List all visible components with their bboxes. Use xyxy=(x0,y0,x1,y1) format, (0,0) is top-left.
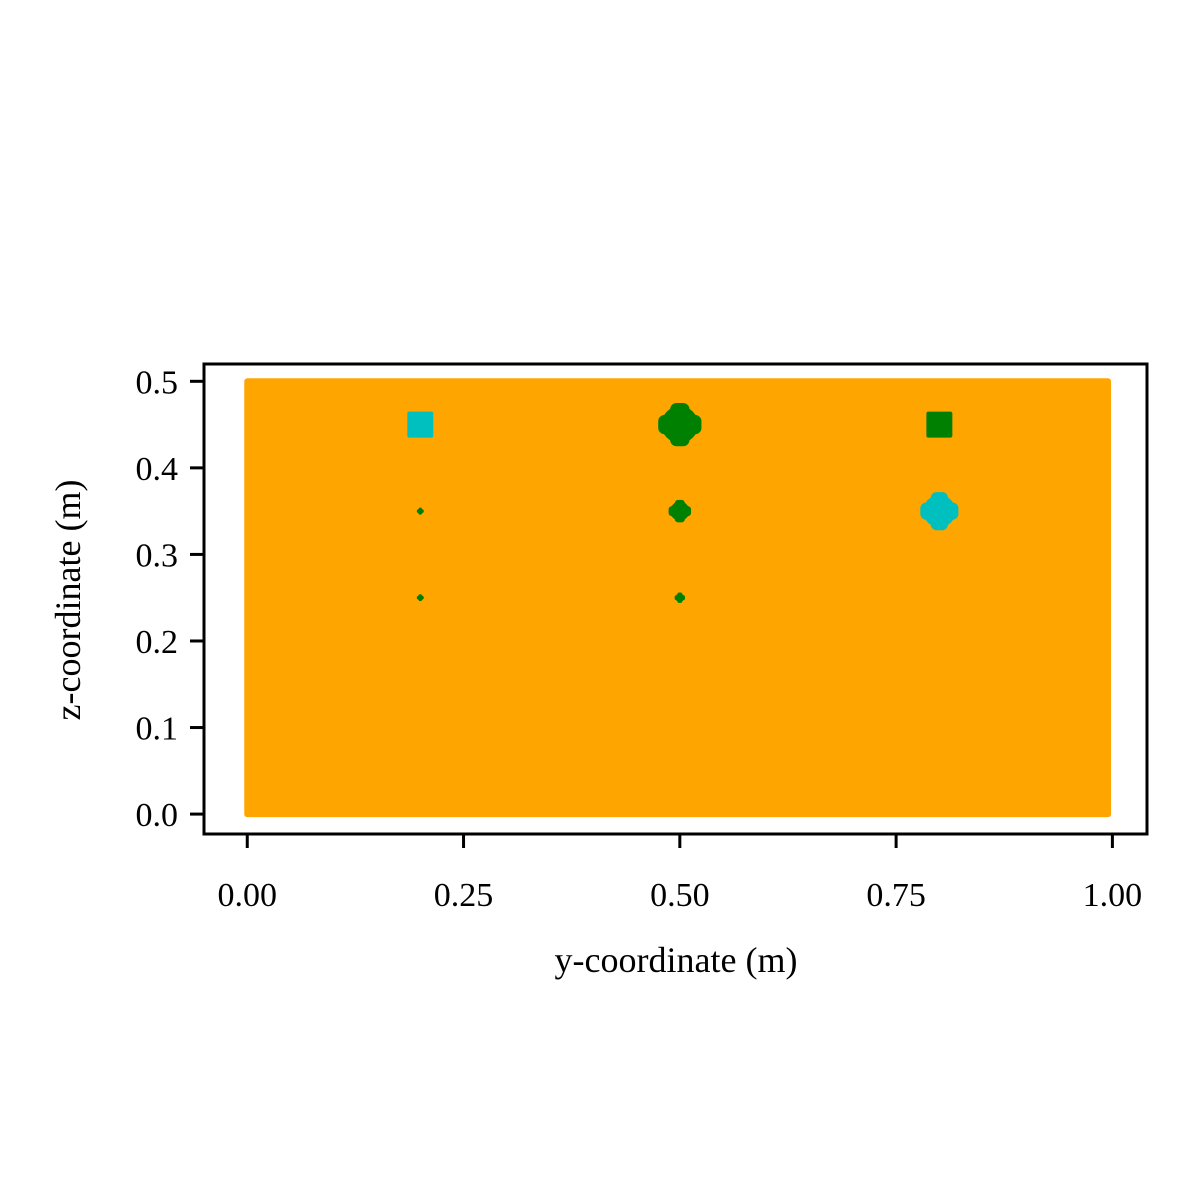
y-tick-label: 0.1 xyxy=(136,711,179,748)
y-tick-label: 0.0 xyxy=(136,797,179,834)
x-axis-label: y-coordinate (m) xyxy=(555,940,798,980)
y-tick-label: 0.2 xyxy=(136,624,179,661)
x-tick-label: 1.00 xyxy=(1083,877,1143,914)
y-axis-label: z-coordinate (m) xyxy=(48,480,88,721)
x-tick-label: 0.00 xyxy=(218,877,278,914)
cluster-point-7 xyxy=(674,592,686,603)
cluster-point-4 xyxy=(668,499,692,523)
cluster-point-3 xyxy=(416,507,424,515)
y-tick-label: 0.3 xyxy=(136,537,179,574)
axes-frame xyxy=(202,362,1149,836)
x-tick-label: 0.25 xyxy=(434,877,494,914)
y-axis: 0.0 0.1 0.2 0.3 0.4 0.5 xyxy=(136,364,204,834)
cluster-point-2 xyxy=(926,411,953,438)
cluster-point-5 xyxy=(920,492,959,531)
cluster-point-1 xyxy=(658,402,702,447)
cluster-point-6 xyxy=(416,594,424,602)
plot-area xyxy=(244,378,1112,818)
x-tick-label: 0.75 xyxy=(866,877,926,914)
y-tick-label: 0.4 xyxy=(136,451,179,488)
x-tick-label: 0.50 xyxy=(650,877,710,914)
cluster-point-0 xyxy=(407,411,434,438)
y-tick-label: 0.5 xyxy=(136,364,179,401)
x-axis: 0.00 0.25 0.50 0.75 1.00 xyxy=(218,834,1143,914)
